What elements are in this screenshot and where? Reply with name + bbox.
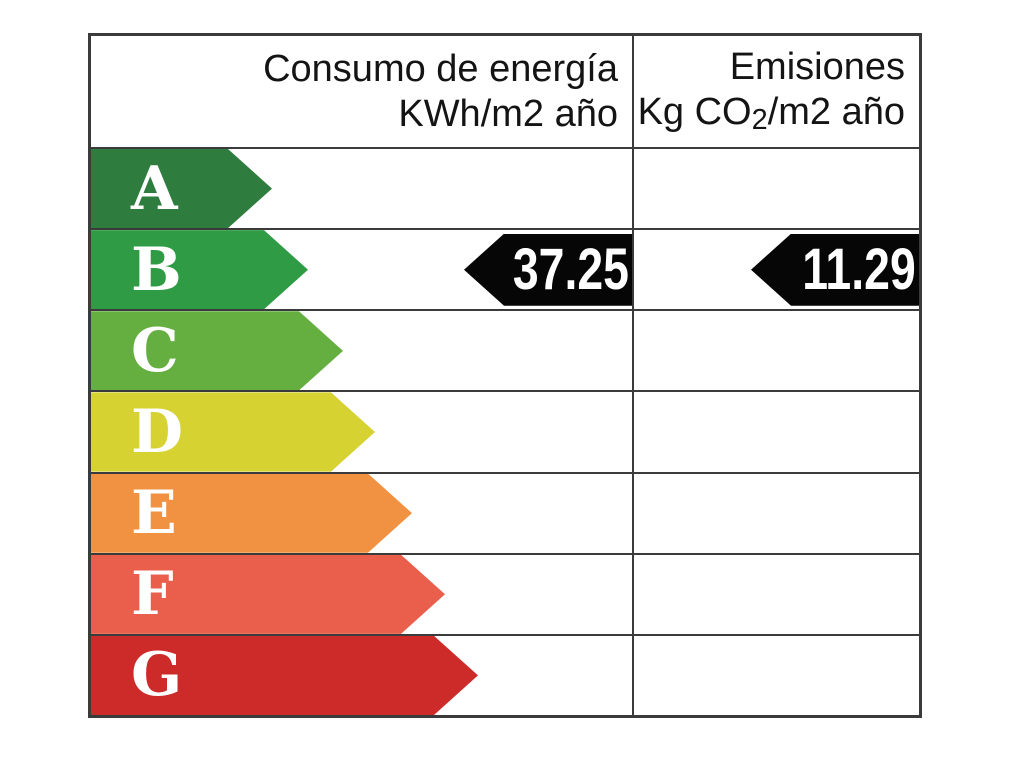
rating-arrow: F bbox=[91, 555, 445, 634]
rating-letter: D bbox=[131, 396, 184, 467]
header-emisiones: Emisiones Kg CO2/m2 año bbox=[632, 36, 919, 147]
rating-row-a: A bbox=[91, 149, 919, 231]
rating-arrow: C bbox=[91, 311, 343, 390]
column-divider bbox=[632, 36, 634, 715]
rating-letter: C bbox=[131, 315, 179, 386]
rating-arrow: D bbox=[91, 392, 375, 471]
rating-arrow: A bbox=[91, 149, 272, 228]
header-emisiones-line1: Emisiones bbox=[729, 46, 905, 88]
header-consumo: Consumo de energía KWh/m2 año bbox=[91, 36, 632, 147]
rating-letter: E bbox=[131, 478, 177, 549]
energy-rating-table: Consumo de energía KWh/m2 año Emisiones … bbox=[88, 33, 922, 718]
rating-letter: B bbox=[131, 234, 182, 305]
rating-row-b: B 37.25 11.29 bbox=[91, 230, 919, 312]
header-emisiones-line2: Kg CO2/m2 año bbox=[637, 91, 905, 137]
rating-arrow: E bbox=[91, 474, 412, 553]
rating-arrow: G bbox=[91, 636, 478, 715]
rating-rows: A B 37.25 11.29 C D E bbox=[91, 149, 919, 715]
table-header: Consumo de energía KWh/m2 año Emisiones … bbox=[91, 36, 919, 149]
emisiones-value: 11.29 bbox=[802, 236, 916, 302]
rating-row-d: D bbox=[91, 392, 919, 474]
marker-consumo-arrow: 37.25 bbox=[464, 233, 632, 306]
rating-row-c: C bbox=[91, 311, 919, 393]
consumo-value: 37.25 bbox=[512, 236, 629, 302]
rating-letter: A bbox=[131, 153, 178, 224]
rating-arrow: B bbox=[91, 230, 308, 309]
co2-subscript: 2 bbox=[751, 104, 768, 137]
rating-letter: F bbox=[131, 559, 174, 630]
rating-letter: G bbox=[131, 640, 183, 711]
rating-row-g: G bbox=[91, 636, 919, 715]
marker-emisiones-arrow: 11.29 bbox=[751, 233, 919, 306]
rating-row-f: F bbox=[91, 555, 919, 636]
header-consumo-line2: KWh/m2 año bbox=[398, 92, 618, 135]
header-consumo-line1: Consumo de energía bbox=[263, 47, 618, 90]
rating-row-e: E bbox=[91, 474, 919, 555]
